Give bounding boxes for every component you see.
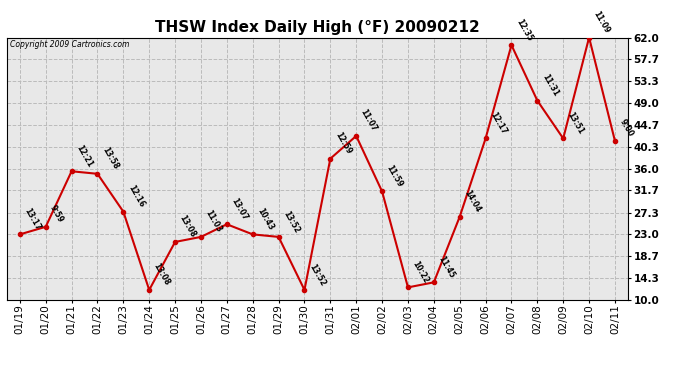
Text: 11:45: 11:45 (437, 255, 456, 280)
Title: THSW Index Daily High (°F) 20090212: THSW Index Daily High (°F) 20090212 (155, 20, 480, 35)
Text: 12:35: 12:35 (514, 17, 534, 42)
Text: 11:03: 11:03 (204, 209, 224, 234)
Text: 10:43: 10:43 (255, 207, 275, 232)
Text: 13:07: 13:07 (229, 196, 249, 222)
Text: 13:08: 13:08 (152, 262, 172, 287)
Text: 13:52: 13:52 (307, 262, 327, 287)
Text: 11:09: 11:09 (592, 10, 611, 35)
Text: 12:17: 12:17 (489, 110, 508, 136)
Text: 12:21: 12:21 (75, 143, 94, 169)
Text: 10:22: 10:22 (411, 260, 431, 285)
Text: 11:59: 11:59 (385, 164, 404, 189)
Text: 9:59: 9:59 (48, 204, 66, 224)
Text: 13:58: 13:58 (100, 146, 120, 171)
Text: 12:16: 12:16 (126, 184, 146, 209)
Text: 13:08: 13:08 (177, 214, 197, 239)
Text: 14:04: 14:04 (462, 189, 482, 214)
Text: 13:52: 13:52 (281, 209, 301, 234)
Text: 11:31: 11:31 (540, 73, 560, 98)
Text: Copyright 2009 Cartronics.com: Copyright 2009 Cartronics.com (10, 40, 130, 49)
Text: 12:59: 12:59 (333, 131, 353, 156)
Text: 13:17: 13:17 (22, 206, 42, 232)
Text: 9:00: 9:00 (618, 118, 635, 138)
Text: 11:07: 11:07 (359, 108, 379, 134)
Text: 13:51: 13:51 (566, 111, 586, 136)
